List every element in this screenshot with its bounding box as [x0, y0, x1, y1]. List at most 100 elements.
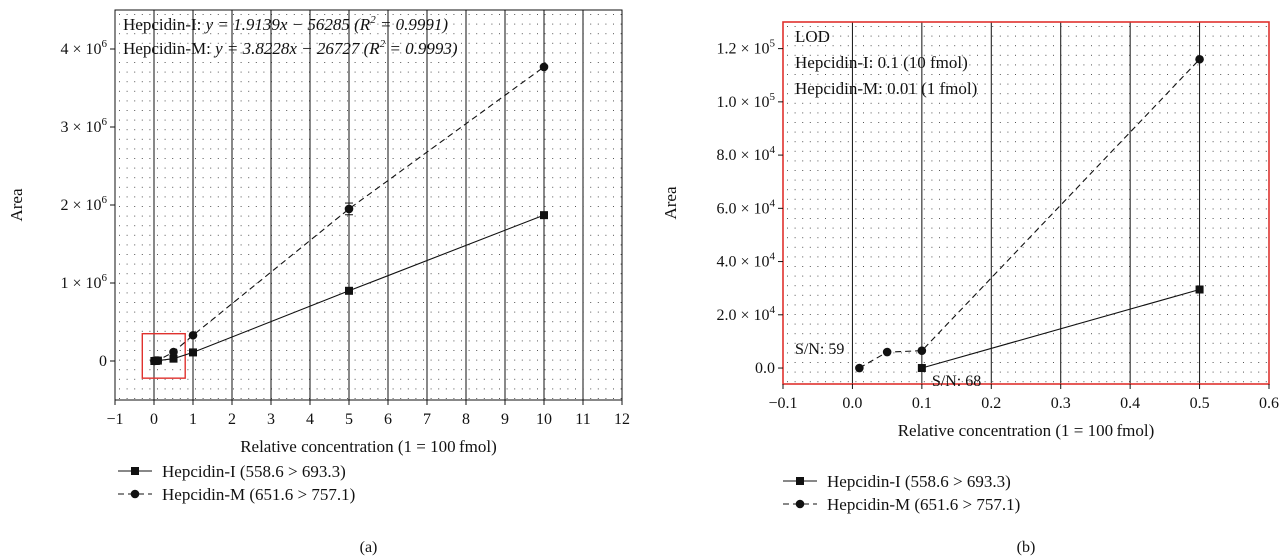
grid-dot [1182, 208, 1184, 210]
grid-dot [544, 206, 546, 207]
grid-dot [119, 186, 120, 188]
grid-dot [992, 131, 994, 133]
grid-dot [385, 81, 386, 83]
grid-dot [1189, 122, 1191, 123]
grid-dot [908, 237, 910, 239]
grid-dot [977, 112, 978, 114]
grid-dot [537, 52, 538, 54]
grid-dot [847, 237, 849, 239]
grid-dot [537, 254, 538, 255]
grid-dot [916, 342, 918, 344]
grid-dot [301, 158, 303, 159]
grid-dot [377, 148, 379, 150]
grid-dot [537, 186, 538, 188]
grid-dot [1113, 54, 1115, 56]
grid-dot [552, 225, 554, 227]
grid-dot [590, 100, 592, 102]
grid-dot [324, 398, 326, 399]
grid-dot [202, 196, 204, 198]
grid-dot [354, 167, 356, 169]
grid-dot [977, 45, 978, 47]
grid-dot [809, 227, 811, 229]
grid-dot [126, 388, 128, 390]
grid-dot [134, 71, 136, 73]
grid-dot [1189, 54, 1191, 56]
minor-grid [119, 14, 622, 399]
grid-dot [794, 45, 796, 47]
grid-dot [233, 71, 234, 73]
grid-dot [195, 206, 196, 207]
grid-dot [149, 23, 151, 25]
grid-dot [468, 148, 470, 150]
grid-dot [172, 244, 174, 246]
grid-dot [1007, 74, 1009, 75]
grid-dot [1167, 35, 1168, 37]
grid-dot [301, 196, 303, 198]
grid-dot [514, 330, 516, 332]
grid-dot [787, 381, 788, 383]
grid-dot [832, 141, 834, 143]
grid-dot [126, 167, 128, 169]
data-point-circle [169, 347, 178, 357]
grid-dot [461, 23, 462, 25]
grid-dot [476, 129, 478, 131]
grid-dot [977, 362, 978, 363]
grid-dot [491, 282, 493, 284]
grid-dot [1045, 314, 1047, 315]
grid-dot [347, 350, 348, 351]
grid-dot [1083, 275, 1085, 277]
grid-dot [893, 294, 895, 296]
grid-dot [141, 33, 143, 35]
grid-dot [620, 340, 622, 342]
grid-dot [923, 333, 925, 335]
equation-body: y = 1.9139x − 56285 (R [204, 15, 371, 34]
grid-dot [1083, 304, 1085, 306]
grid-dot [847, 198, 849, 200]
grid-dot [453, 158, 455, 159]
grid-dot [1053, 237, 1054, 239]
grid-dot [339, 311, 341, 313]
grid-dot [817, 256, 819, 258]
grid-dot [1053, 198, 1054, 200]
grid-dot [1189, 342, 1191, 344]
grid-dot [1136, 26, 1138, 27]
grid-dot [461, 273, 462, 275]
grid-dot [430, 196, 432, 198]
grid-dot [240, 186, 242, 188]
grid-dot [423, 100, 424, 102]
grid-dot [316, 398, 318, 399]
grid-dot [286, 42, 288, 44]
grid-dot [339, 263, 341, 265]
grid-dot [1159, 198, 1161, 200]
grid-dot [893, 189, 895, 191]
grid-dot [1030, 323, 1032, 325]
grid-dot [1015, 294, 1016, 296]
grid-dot [825, 54, 826, 56]
grid-dot [809, 64, 811, 66]
grid-dot [901, 246, 902, 248]
grid-dot [385, 254, 386, 255]
grid-dot [157, 119, 158, 121]
grid-dot [825, 333, 826, 335]
grid-dot [939, 304, 940, 306]
grid-dot [286, 62, 288, 63]
grid-dot [1174, 131, 1176, 133]
grid-dot [1068, 54, 1070, 56]
grid-dot [119, 129, 120, 131]
grid-dot [476, 273, 478, 275]
grid-dot [613, 321, 614, 323]
grid-dot [134, 14, 136, 15]
grid-dot [499, 321, 500, 323]
grid-dot [119, 206, 120, 207]
grid-dot [362, 330, 364, 332]
grid-dot [400, 138, 402, 140]
grid-dot [499, 186, 500, 188]
grid-dot [931, 26, 933, 27]
grid-dot [901, 74, 902, 75]
grid-dot [301, 302, 303, 303]
grid-dot [529, 177, 531, 179]
grid-dot [1174, 381, 1176, 383]
grid-dot [1136, 362, 1138, 363]
grid-dot [248, 369, 250, 371]
y-tick-mantissa: 1 × 10 [60, 275, 101, 292]
